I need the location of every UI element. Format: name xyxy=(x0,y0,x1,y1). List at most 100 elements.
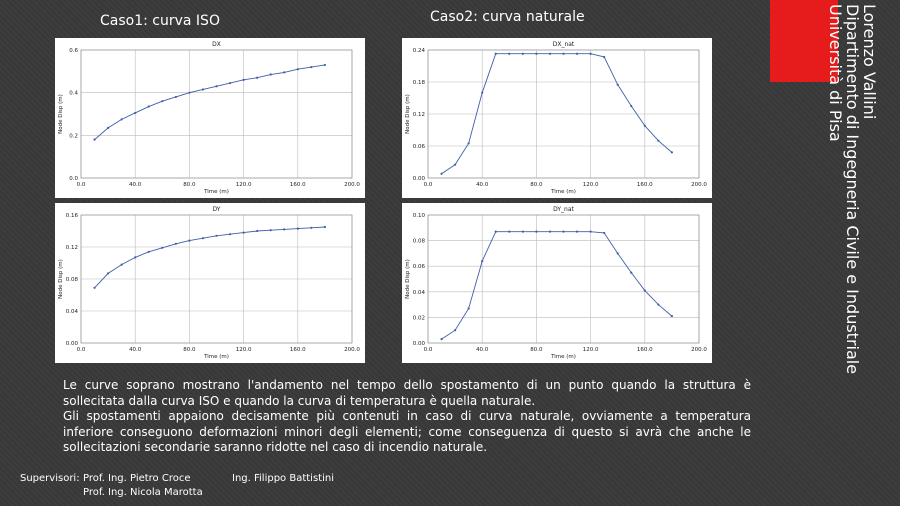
data-line xyxy=(441,231,673,340)
chart-title: DX xyxy=(212,41,221,48)
data-point xyxy=(562,52,565,55)
data-point xyxy=(174,95,177,99)
x-tick-label: 160.0 xyxy=(290,182,306,188)
data-point xyxy=(508,52,511,55)
data-point xyxy=(107,126,110,129)
y-tick-label: 0.16 xyxy=(66,213,79,219)
data-point xyxy=(201,88,205,91)
accent-block xyxy=(770,0,838,82)
x-tick-label: 80.0 xyxy=(183,347,196,353)
data-point xyxy=(242,78,245,81)
data-point xyxy=(107,272,110,275)
data-point xyxy=(643,289,646,292)
heading-right: Caso2: curva naturale xyxy=(430,9,585,25)
data-point xyxy=(310,65,313,69)
chart-title: DY_nat xyxy=(553,206,574,213)
y-tick-label: 0.08 xyxy=(66,277,79,283)
x-axis-label: Time (m) xyxy=(203,354,229,360)
data-point xyxy=(657,303,660,306)
data-point xyxy=(147,250,150,253)
data-point xyxy=(494,230,497,233)
data-point xyxy=(521,230,524,233)
data-point xyxy=(161,100,164,103)
y-axis-label: Node Disp (m) xyxy=(405,94,411,134)
data-line xyxy=(441,53,673,175)
x-tick-label: 40.0 xyxy=(129,182,142,188)
x-tick-label: 0.0 xyxy=(424,347,433,353)
footer-label: Supervisori: xyxy=(20,473,80,484)
data-point xyxy=(657,139,660,142)
data-point xyxy=(616,83,619,86)
supervisor: Prof. Ing. Nicola Marotta xyxy=(83,487,203,498)
chart: DX Node Disp (m) Time (m) 0.0 0.2 0.4 0.6 0.0 40… xyxy=(55,38,365,198)
x-tick-label: 40.0 xyxy=(129,347,142,353)
data-point xyxy=(215,234,218,237)
paragraph: Gli spostamenti appaiono decisamente più… xyxy=(63,409,751,454)
data-line xyxy=(94,64,325,140)
y-tick-label: 0.06 xyxy=(413,144,426,150)
plot-frame xyxy=(427,214,700,344)
x-tick-label: 200.0 xyxy=(691,347,707,353)
data-point xyxy=(481,259,484,263)
data-point xyxy=(603,231,606,235)
y-tick-label: 0.08 xyxy=(413,239,426,245)
data-point xyxy=(269,73,272,76)
x-tick-label: 80.0 xyxy=(530,347,543,353)
y-tick-label: 0.2 xyxy=(69,133,78,139)
y-tick-label: 0.4 xyxy=(69,91,78,97)
y-tick-label: 0.06 xyxy=(413,264,426,270)
data-point xyxy=(93,286,96,289)
y-tick-label: 0.24 xyxy=(413,48,426,54)
data-point xyxy=(256,76,259,79)
y-tick-label: 0.12 xyxy=(66,245,78,251)
chart: DX_nat Node Disp (m) Time (m) 0.00 0.06 0.12 0… xyxy=(402,38,712,198)
data-point xyxy=(120,118,123,121)
x-tick-label: 40.0 xyxy=(476,182,489,188)
data-point xyxy=(535,52,538,55)
body-text: Le curve soprano mostrano l'andamento ne… xyxy=(63,378,751,456)
x-tick-label: 0.0 xyxy=(424,182,433,188)
x-tick-label: 200.0 xyxy=(691,182,707,188)
data-point xyxy=(310,226,313,229)
data-point xyxy=(323,63,326,67)
data-point xyxy=(440,338,443,341)
y-axis-label: Node Disp (m) xyxy=(58,259,64,299)
data-point xyxy=(134,111,137,115)
data-point xyxy=(562,230,565,233)
data-point xyxy=(147,105,150,108)
data-point xyxy=(93,138,96,141)
data-point xyxy=(494,52,497,55)
data-point xyxy=(454,329,457,332)
data-line xyxy=(94,226,325,289)
heading-left: Caso1: curva ISO xyxy=(100,13,220,29)
x-tick-label: 120.0 xyxy=(583,347,599,353)
y-tick-label: 0.18 xyxy=(413,80,426,86)
data-point xyxy=(269,229,272,232)
data-point xyxy=(120,263,123,266)
data-point xyxy=(188,239,191,242)
author-block: Lorenzo Vallini Dipartimento di Ingegner… xyxy=(826,4,879,374)
data-point xyxy=(440,172,443,175)
y-tick-label: 0.02 xyxy=(413,315,425,321)
data-point xyxy=(228,81,232,85)
footer: Supervisori: Prof. Ing. Pietro Croce Pro… xyxy=(20,472,334,498)
data-point xyxy=(228,233,232,236)
x-tick-label: 120.0 xyxy=(236,182,252,188)
data-point xyxy=(630,104,633,108)
co-supervisor: Ing. Filippo Battistini xyxy=(232,473,334,484)
data-point xyxy=(467,142,470,145)
x-tick-label: 160.0 xyxy=(637,347,653,353)
data-point xyxy=(296,227,299,230)
x-tick-label: 80.0 xyxy=(183,182,196,188)
y-axis-label: Node Disp (m) xyxy=(405,259,411,299)
supervisor: Prof. Ing. Pietro Croce xyxy=(83,473,191,484)
data-point xyxy=(174,242,177,245)
data-point xyxy=(548,52,552,55)
chart-title: DX_nat xyxy=(553,41,575,48)
x-tick-label: 80.0 xyxy=(530,182,543,188)
x-tick-label: 200.0 xyxy=(344,347,360,353)
y-tick-label: 0.04 xyxy=(66,309,79,315)
x-tick-label: 160.0 xyxy=(637,182,653,188)
